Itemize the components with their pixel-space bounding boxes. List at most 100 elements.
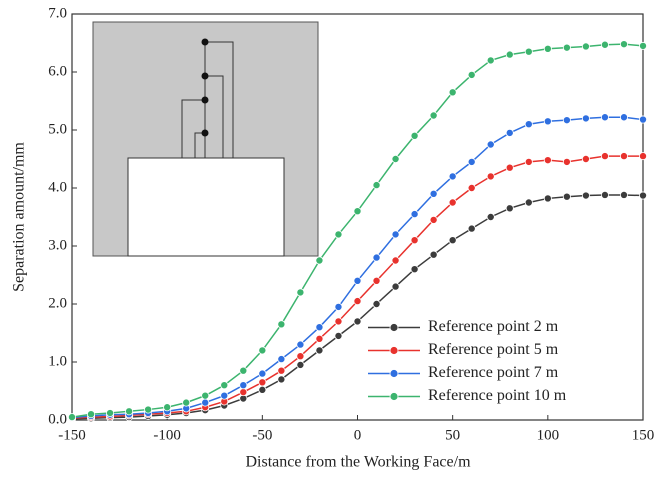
data-point <box>125 407 134 416</box>
legend-marker <box>389 369 399 378</box>
data-point <box>144 405 153 414</box>
data-point <box>619 40 628 49</box>
data-point <box>619 152 628 161</box>
data-point <box>543 44 552 53</box>
data-point <box>543 194 552 203</box>
data-point <box>315 323 324 332</box>
data-point <box>600 190 609 199</box>
data-point <box>315 256 324 265</box>
data-point <box>258 346 267 355</box>
data-point <box>543 117 552 126</box>
data-point <box>429 189 438 198</box>
data-point <box>391 154 400 163</box>
x-tick-label: 150 <box>632 427 655 443</box>
data-point <box>258 369 267 378</box>
data-point <box>600 152 609 161</box>
data-point <box>467 183 476 192</box>
data-point <box>201 398 210 407</box>
data-point <box>334 317 343 326</box>
data-point <box>220 381 229 390</box>
data-point <box>429 250 438 259</box>
data-point <box>334 230 343 239</box>
data-point <box>562 157 571 166</box>
data-point <box>296 288 305 297</box>
legend-label: Reference point 10 m <box>428 387 567 404</box>
data-point <box>258 378 267 387</box>
data-point <box>391 256 400 265</box>
inset-point <box>201 72 209 80</box>
data-point <box>182 398 191 407</box>
data-point <box>353 297 362 306</box>
x-axis-title: Distance from the Working Face/m <box>245 454 471 471</box>
data-point <box>296 340 305 349</box>
x-tick-label: -50 <box>252 427 272 443</box>
data-point <box>429 215 438 224</box>
data-point <box>505 204 514 213</box>
data-point <box>334 302 343 311</box>
data-point <box>448 172 457 181</box>
data-point <box>277 366 286 375</box>
data-point <box>562 116 571 125</box>
data-point <box>410 131 419 140</box>
data-point <box>106 409 115 418</box>
data-point <box>581 154 590 163</box>
data-point <box>600 40 609 49</box>
data-point <box>391 230 400 239</box>
data-point <box>581 114 590 123</box>
data-point <box>524 198 533 207</box>
y-tick-label: 2.0 <box>48 295 67 311</box>
data-point <box>467 157 476 166</box>
y-tick-label: 1.0 <box>48 353 67 369</box>
data-point <box>448 198 457 207</box>
data-point <box>505 163 514 172</box>
y-tick-label: 3.0 <box>48 237 67 253</box>
inset-bracket <box>181 41 234 158</box>
data-point <box>353 207 362 216</box>
legend-label: Reference point 7 m <box>428 364 559 381</box>
data-point <box>639 191 648 200</box>
x-tick-label: -150 <box>58 427 86 443</box>
data-point <box>410 236 419 245</box>
data-point <box>372 181 381 190</box>
data-point <box>505 128 514 137</box>
data-point <box>581 191 590 200</box>
y-tick-label: 6.0 <box>48 63 67 79</box>
data-point <box>87 410 96 419</box>
y-tick-label: 5.0 <box>48 121 67 137</box>
legend-marker <box>389 346 399 355</box>
y-tick-label: 7.0 <box>48 5 67 21</box>
data-point <box>639 115 648 124</box>
data-point <box>600 113 609 122</box>
inset-point <box>201 129 209 137</box>
data-point <box>562 43 571 52</box>
data-point <box>296 352 305 361</box>
data-point <box>562 192 571 201</box>
data-point <box>163 403 172 412</box>
data-point <box>505 50 514 59</box>
data-point <box>619 190 628 199</box>
data-point <box>524 47 533 56</box>
data-point <box>581 42 590 51</box>
data-point <box>220 391 229 400</box>
y-axis-title: Separation amount/mm <box>11 142 28 292</box>
data-point <box>486 140 495 149</box>
data-point <box>372 299 381 308</box>
data-point <box>372 276 381 285</box>
data-point <box>448 88 457 97</box>
data-point <box>239 388 248 397</box>
y-tick-label: 4.0 <box>48 179 67 195</box>
data-point <box>429 111 438 120</box>
data-point <box>486 172 495 181</box>
data-point <box>353 276 362 285</box>
data-point <box>391 282 400 291</box>
legend-label: Reference point 2 m <box>428 318 559 335</box>
data-point <box>258 385 267 394</box>
data-point <box>639 41 648 50</box>
inset-point <box>201 96 209 104</box>
data-point <box>315 346 324 355</box>
x-tick-label: -100 <box>153 427 181 443</box>
data-point <box>334 331 343 340</box>
x-tick-label: 50 <box>445 427 460 443</box>
